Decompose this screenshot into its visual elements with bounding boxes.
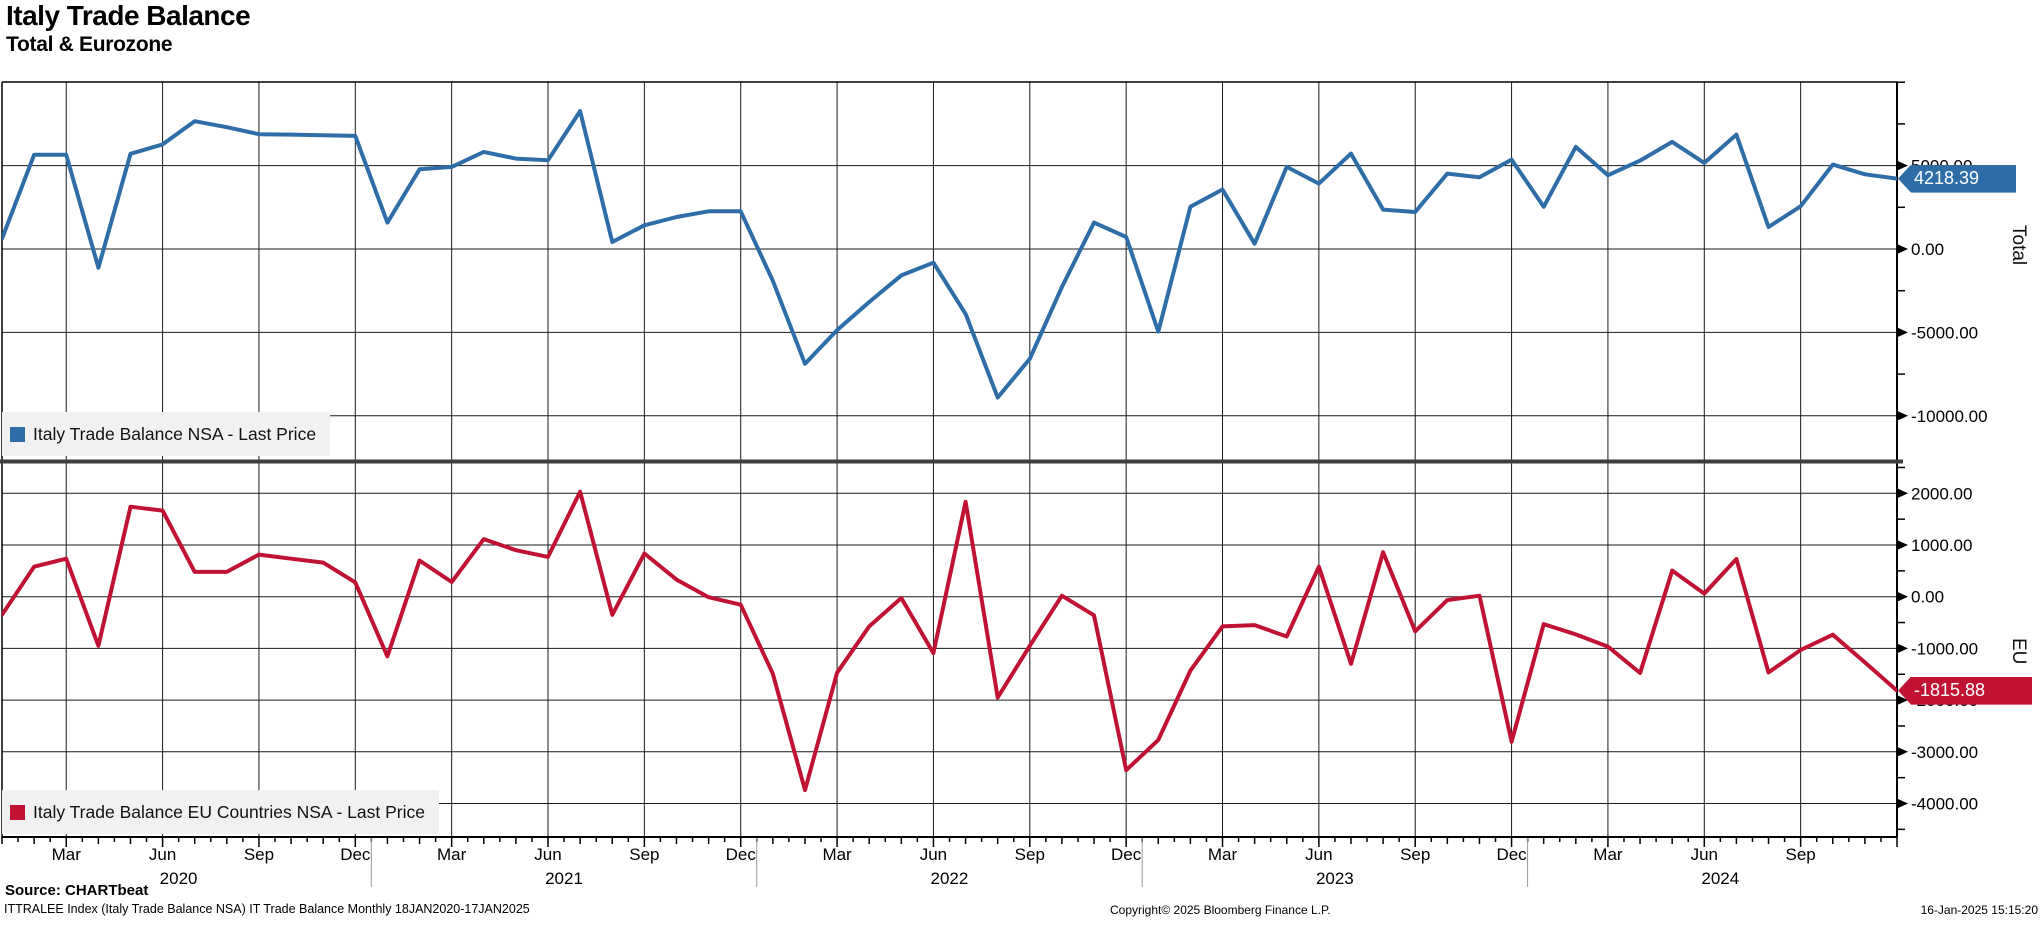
major-tick-arrow-icon (1897, 591, 1908, 602)
major-tick-arrow-icon (1897, 798, 1908, 809)
last-price-tag-eu: -1815.88 (1898, 676, 2032, 705)
footer-datetime: 16-Jan-2025 15:15:20 (1920, 903, 2038, 917)
x-month-label: Jun (920, 845, 947, 864)
major-tick-arrow-icon (1897, 160, 1908, 171)
x-year-label: 2021 (545, 869, 583, 888)
footer-copyright: Copyright© 2025 Bloomberg Finance L.P. (1110, 903, 1331, 917)
x-month-label: Dec (1111, 845, 1142, 864)
major-tick-arrow-icon (1897, 410, 1908, 421)
x-month-label: Jun (149, 845, 176, 864)
last-price-tag-total: 4218.39 (1898, 164, 2016, 193)
x-year-label: 2023 (1316, 869, 1354, 888)
major-tick-arrow-icon (1897, 695, 1908, 706)
major-tick-arrow-icon (1897, 488, 1908, 499)
major-tick-arrow-icon (1897, 746, 1908, 757)
x-month-label: Mar (1593, 845, 1623, 864)
legend-total: Italy Trade Balance NSA - Last Price (2, 412, 331, 456)
major-tick-arrow-icon (1897, 540, 1908, 550)
x-year-label: 2024 (1701, 869, 1739, 888)
axis-title-total: Total (2008, 225, 2029, 266)
legend-total-label: Italy Trade Balance NSA - Last Price (33, 423, 317, 444)
x-month-label: Jun (1691, 845, 1718, 864)
x-month-label: Dec (1496, 845, 1527, 864)
last-price-eu-value: -1815.88 (1914, 680, 1986, 701)
x-month-label: Jun (534, 845, 561, 864)
series-line-top (2, 109, 1897, 400)
x-month-label: Sep (1015, 845, 1045, 864)
y-tick-label: -10000.00 (1911, 407, 1988, 426)
page-subtitle: Total & Eurozone (6, 33, 173, 56)
page-title: Italy Trade Balance (6, 0, 251, 31)
y-tick-label: 0.00 (1911, 588, 1944, 607)
y-tick-label: 2000.00 (1911, 484, 1972, 503)
panel-separator (0, 459, 1903, 464)
x-month-label: Dec (340, 845, 371, 864)
x-month-label: Mar (822, 845, 852, 864)
x-month-label: Mar (52, 845, 82, 864)
x-month-label: Sep (629, 845, 659, 864)
major-tick-arrow-icon (1897, 327, 1908, 338)
x-month-label: Jun (1305, 845, 1332, 864)
x-month-label: Mar (437, 845, 467, 864)
x-month-label: Sep (244, 845, 274, 864)
last-price-total-value: 4218.39 (1914, 168, 1980, 189)
y-tick-label: -5000.00 (1911, 323, 1978, 342)
x-month-label: Sep (1786, 845, 1816, 864)
footer-source: Source: CHARTbeat (5, 882, 149, 899)
x-month-label: Sep (1400, 845, 1430, 864)
legend-eu-label: Italy Trade Balance EU Countries NSA - L… (33, 801, 425, 822)
legend-eu: Italy Trade Balance EU Countries NSA - L… (2, 790, 439, 834)
axis-title-eu: EU (2008, 638, 2029, 665)
major-tick-arrow-icon (1897, 643, 1908, 654)
y-tick-label: -3000.00 (1911, 743, 1978, 762)
total-series-swatch-icon (10, 426, 25, 442)
x-month-label: Mar (1208, 845, 1238, 864)
eu-series-swatch-icon (10, 804, 25, 820)
x-year-label: 2022 (931, 869, 969, 888)
y-tick-label: 0.00 (1911, 240, 1944, 259)
major-tick-arrow-icon (1897, 244, 1908, 254)
x-year-label: 2020 (160, 869, 198, 888)
footer-description: ITTRALEE Index (Italy Trade Balance NSA)… (4, 902, 530, 916)
y-tick-label: 1000.00 (1911, 536, 1972, 555)
y-tick-label: -1000.00 (1911, 639, 1978, 658)
x-month-label: Dec (726, 845, 757, 864)
y-tick-label: -4000.00 (1911, 795, 1978, 814)
series-line-bottom (2, 489, 1897, 793)
